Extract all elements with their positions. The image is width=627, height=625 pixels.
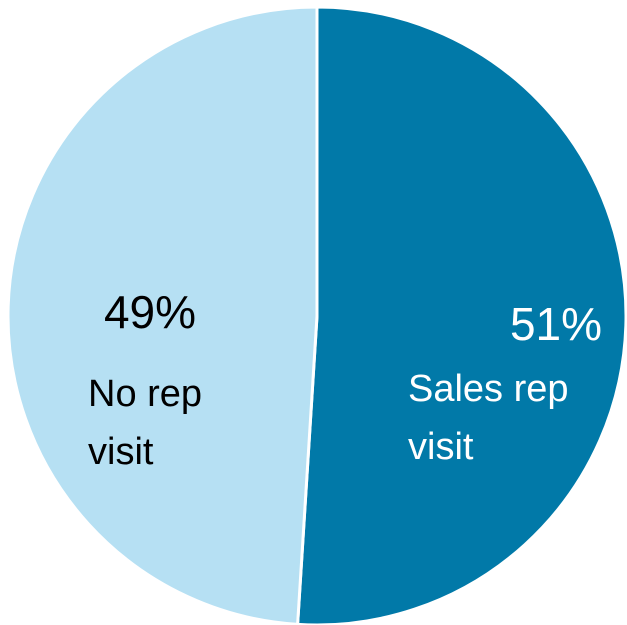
slice-value-label: 49% [104, 286, 196, 338]
slice-category-label: Sales rep [408, 368, 569, 410]
pie-slices [6, 5, 627, 625]
slice-category-label: visit [88, 431, 154, 473]
pie-slice-0 [296, 5, 627, 625]
slice-value-label: 51% [510, 298, 602, 350]
slice-category-label: visit [408, 426, 474, 468]
pie-slice-1 [6, 5, 319, 625]
slice-category-label: No rep [88, 373, 202, 415]
